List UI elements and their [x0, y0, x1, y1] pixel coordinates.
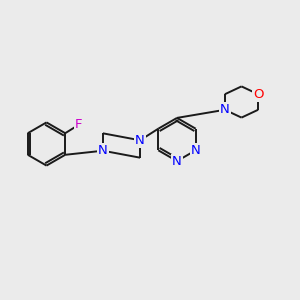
Text: N: N — [135, 134, 145, 147]
Text: N: N — [98, 144, 108, 157]
Text: N: N — [172, 154, 182, 168]
Text: N: N — [191, 144, 201, 157]
Text: O: O — [253, 88, 263, 101]
Text: F: F — [75, 118, 82, 131]
Text: N: N — [220, 103, 230, 116]
